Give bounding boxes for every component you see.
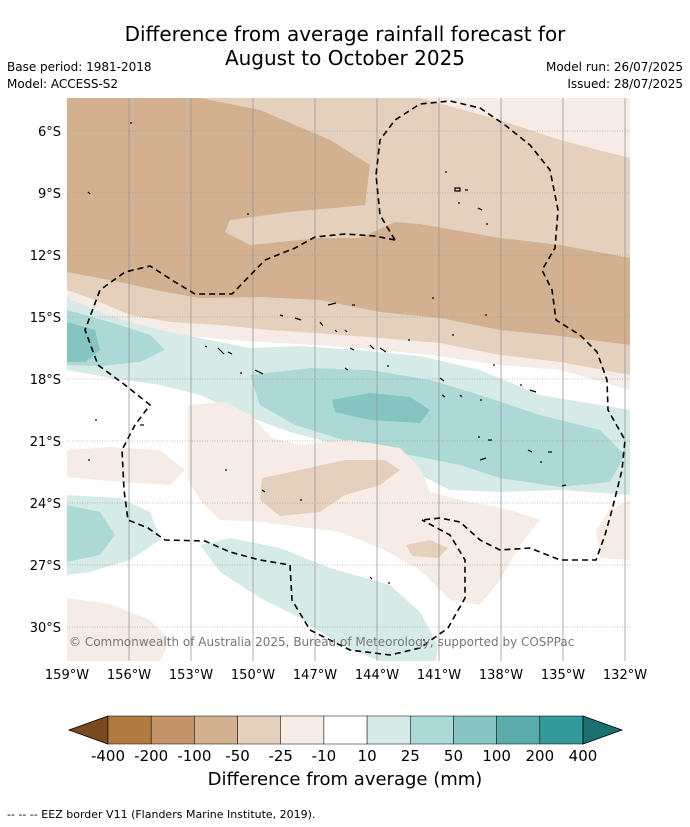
model-text: Model: ACCESS-S2	[7, 77, 119, 91]
colorbar-tick-label: 200	[525, 747, 554, 765]
lat-label-30s: 30°S	[30, 621, 61, 636]
dry-patch-south	[188, 402, 540, 605]
eez-legend-footer: -- -- -- EEZ border V11 (Flanders Marine…	[7, 808, 316, 821]
meridian-lines	[128, 98, 626, 661]
wet-patch-southwest-mid	[67, 505, 115, 562]
lat-label-21s: 21°S	[30, 435, 61, 450]
longitude-labels: 159°W 156°W 153°W 150°W 147°W 144°W 141°…	[45, 668, 647, 683]
colorbar-cell	[539, 715, 584, 745]
colorbar-arrow-low	[67, 715, 109, 745]
wet-band-mid-2	[250, 368, 625, 487]
lon-label-153w: 153°W	[169, 668, 213, 683]
colorbar-cell	[237, 715, 281, 745]
colorbar-tick-label: -50	[225, 747, 250, 765]
lat-label-6s: 6°S	[38, 125, 61, 140]
lon-label-150w: 150°W	[231, 668, 275, 683]
colorbar-tick-label: 400	[569, 747, 598, 765]
colorbar-tick-label: 25	[401, 747, 420, 765]
colorbar-tick-label: 100	[482, 747, 511, 765]
latitude-labels: 6°S 9°S 12°S 15°S 18°S 21°S 24°S 27°S 30…	[30, 125, 61, 636]
issued-text: Issued: 28/07/2025	[567, 77, 683, 91]
colorbar-tick-label: -25	[268, 747, 293, 765]
model-run-text: Model run: 26/07/2025	[545, 60, 683, 74]
colorbar-cell	[194, 715, 238, 745]
colorbar-tick-label: -10	[312, 747, 337, 765]
dry-band-dark	[67, 98, 630, 345]
wet-band-strong-2	[332, 393, 430, 423]
lon-label-141w: 141°W	[417, 668, 461, 683]
colorbar-tick-label: 10	[358, 747, 377, 765]
lon-label-159w: 159°W	[45, 668, 89, 683]
lat-label-15s: 15°S	[30, 311, 61, 326]
colorbar-cells	[67, 715, 624, 745]
dry-patch-south-east	[596, 500, 630, 560]
eez-border-north	[375, 100, 626, 561]
lon-label-132w: 132°W	[603, 668, 647, 683]
lat-label-24s: 24°S	[30, 497, 61, 512]
map-title: Difference from average rainfall forecas…	[0, 22, 690, 70]
colorbar-tick-label: -100	[177, 747, 211, 765]
colorbar-tick-label: -400	[91, 747, 125, 765]
eez-border-cook	[84, 233, 466, 656]
meta-right: Model run: 26/07/2025 Issued: 28/07/2025	[546, 59, 683, 93]
copyright-text: © Commonwealth of Australia 2025, Bureau…	[69, 635, 574, 649]
lat-label-27s: 27°S	[30, 559, 61, 574]
lon-label-144w: 144°W	[355, 668, 399, 683]
meta-left: Base period: 1981-2018 Model: ACCESS-S2	[7, 59, 152, 93]
colorbar-cell	[366, 715, 411, 745]
lon-label-156w: 156°W	[107, 668, 151, 683]
colorbar: -400 -200 -100 -50 -25 -10 10 25 50 100 200 400	[67, 715, 624, 765]
colorbar-tick-labels: -400 -200 -100 -50 -25 -10 10 25 50 100 200 400	[91, 747, 597, 765]
islands	[87, 122, 567, 641]
lat-label-18s: 18°S	[30, 373, 61, 388]
colorbar-cell	[280, 715, 325, 745]
colorbar-cell	[150, 715, 195, 745]
map-area: © Commonwealth of Australia 2025, Bureau…	[67, 98, 630, 661]
colorbar-tick-label: 50	[444, 747, 463, 765]
title-line-2: August to October 2025	[224, 46, 466, 70]
colorbar-tick-label: -200	[134, 747, 168, 765]
colorbar-arrow-high	[582, 715, 624, 745]
wet-tongue-south	[200, 538, 438, 661]
colorbar-cell	[496, 715, 541, 745]
rainfall-map: © Commonwealth of Australia 2025, Bureau…	[30, 98, 647, 683]
lon-label-147w: 147°W	[293, 668, 337, 683]
dry-patch-south-small	[406, 540, 448, 558]
colorbar-title: Difference from average (mm)	[207, 769, 483, 790]
lat-label-9s: 9°S	[38, 187, 61, 202]
colorbar-cell	[107, 715, 152, 745]
dry-patch-southwest-corner	[67, 598, 170, 661]
title-line-1: Difference from average rainfall forecas…	[124, 22, 566, 46]
colorbar-cell	[410, 715, 454, 745]
dry-patch-south-mid	[260, 460, 400, 516]
colorbar-cell	[323, 715, 368, 745]
base-period-text: Base period: 1981-2018	[7, 60, 152, 74]
colorbar-cell	[453, 715, 497, 745]
dry-patch-south-west	[67, 447, 185, 485]
lon-label-138w: 138°W	[479, 668, 523, 683]
lat-label-12s: 12°S	[30, 249, 61, 264]
lon-label-135w: 135°W	[541, 668, 585, 683]
wet-band-strong	[67, 322, 100, 362]
